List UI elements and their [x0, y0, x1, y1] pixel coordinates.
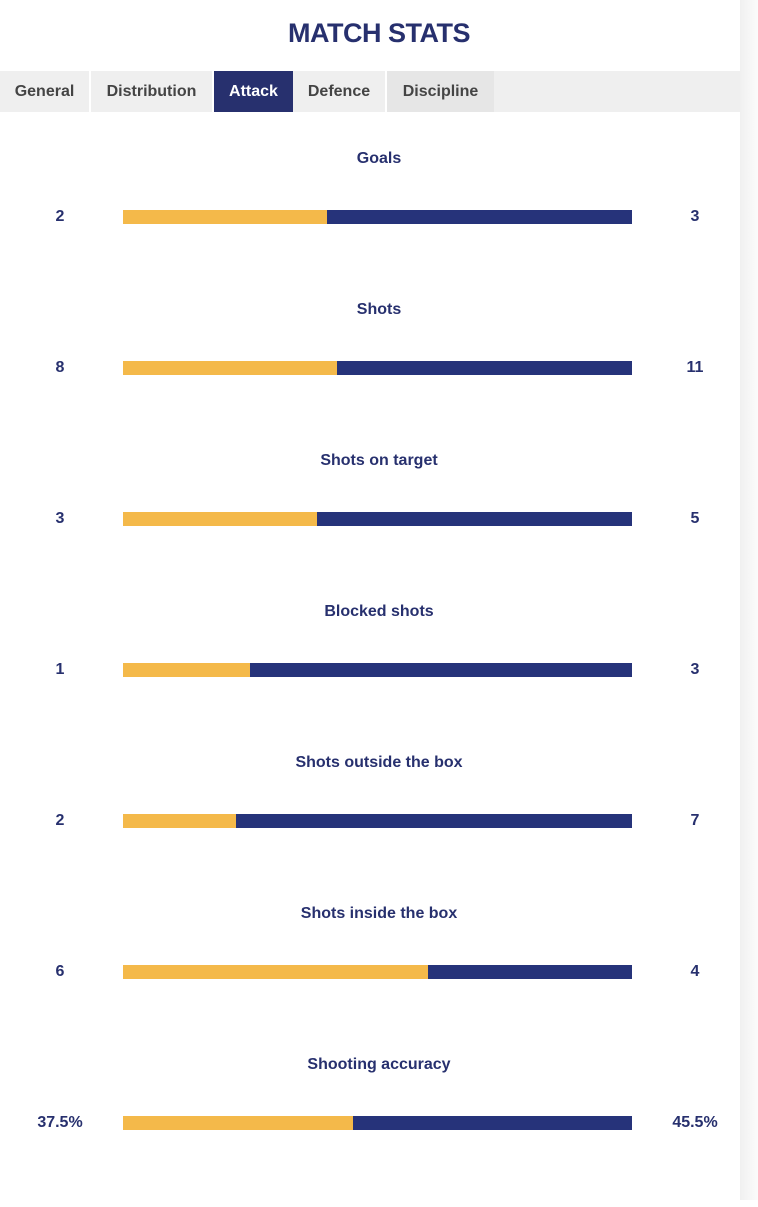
stat-bar: [123, 210, 632, 224]
stat-label: Shots: [356, 301, 402, 318]
stat-home-value: 2: [55, 208, 65, 225]
page-title: MATCH STATS: [288, 18, 470, 48]
stat-home-value: 1: [55, 661, 65, 678]
stat-row-shots: Shots 8 11: [0, 301, 740, 452]
stat-row-shots-outside-box: Shots outside the box 2 7: [0, 754, 740, 905]
stat-row-shots-on-target: Shots on target 3 5: [0, 452, 740, 603]
stat-bar: [123, 512, 632, 526]
stat-home-value: 6: [55, 963, 65, 980]
tab-general[interactable]: General: [0, 71, 91, 112]
stat-bar-home: [123, 1116, 354, 1130]
stat-label: Goals: [356, 150, 402, 167]
tab-attack[interactable]: Attack: [214, 71, 293, 112]
stat-label: Shots inside the box: [300, 905, 458, 922]
stat-label: Shots on target: [320, 452, 438, 469]
stat-bar-home: [123, 512, 318, 526]
stat-home-value: 8: [55, 359, 65, 376]
stat-bar: [123, 361, 632, 375]
stat-bar-home: [123, 814, 236, 828]
stat-away-value: 3: [690, 208, 700, 225]
stat-away-value: 45.5%: [672, 1114, 718, 1131]
stat-row-shooting-accuracy: Shooting accuracy 37.5% 45.5%: [0, 1056, 740, 1207]
stat-bar: [123, 965, 632, 979]
tab-discipline[interactable]: Discipline: [387, 71, 494, 112]
stat-away-value: 3: [690, 661, 700, 678]
stat-bar-home: [123, 361, 338, 375]
stat-home-value: 3: [55, 510, 65, 527]
stat-home-value: 2: [55, 812, 65, 829]
stat-bar: [123, 1116, 632, 1130]
match-stats-page: MATCH STATS General Distribution Attack …: [0, 18, 740, 1131]
tab-defence[interactable]: Defence: [293, 71, 387, 112]
stat-row-goals: Goals 2 3: [0, 150, 740, 301]
stat-label: Blocked shots: [324, 603, 434, 620]
stats-tab-bar: General Distribution Attack Defence Disc…: [0, 71, 740, 112]
stat-bar-home: [123, 663, 251, 677]
stat-label: Shots outside the box: [295, 754, 463, 771]
stat-bar: [123, 663, 632, 677]
stat-bar-home: [123, 210, 327, 224]
page-scroll-gutter: [740, 0, 758, 1200]
stat-row-blocked-shots: Blocked shots 1 3: [0, 603, 740, 754]
stat-bar-home: [123, 965, 429, 979]
stat-away-value: 5: [690, 510, 700, 527]
stat-away-value: 4: [690, 963, 700, 980]
stat-home-value: 37.5%: [37, 1114, 83, 1131]
tab-distribution[interactable]: Distribution: [91, 71, 214, 112]
stat-bar: [123, 814, 632, 828]
stat-away-value: 11: [686, 359, 704, 376]
stat-label: Shooting accuracy: [307, 1056, 451, 1073]
stat-away-value: 7: [690, 812, 700, 829]
stat-row-shots-inside-box: Shots inside the box 6 4: [0, 905, 740, 1056]
